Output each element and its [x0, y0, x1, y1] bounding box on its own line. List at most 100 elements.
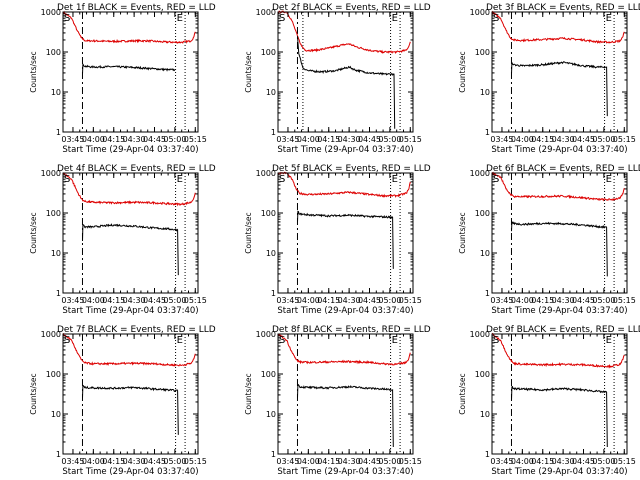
plot-frame [491, 172, 628, 294]
y-axis-label: Counts/sec [458, 373, 467, 414]
events-series-line [297, 383, 394, 448]
time-marker-label: S [493, 174, 499, 185]
events-series-line [511, 385, 608, 448]
x-tick-label: 04:45 [358, 135, 381, 144]
y-tick-label: 1 [56, 450, 61, 459]
y-tick-label: 1 [271, 128, 276, 137]
y-axis-label: Counts/sec [29, 51, 38, 92]
x-axis-label: Start Time (29-Apr-04 03:37:40) [62, 467, 198, 477]
x-tick-label: 04:45 [143, 296, 166, 305]
x-tick-label: 04:15 [102, 135, 125, 144]
x-tick-label: 05:15 [399, 457, 422, 466]
time-marker-label: E [392, 13, 398, 24]
y-tick-label: 1000 [470, 169, 490, 178]
x-tick-label: 04:30 [552, 296, 575, 305]
x-tick-label: 04:00 [82, 457, 105, 466]
x-tick-label: 04:30 [552, 135, 575, 144]
y-tick-label: 1000 [470, 330, 490, 339]
y-axis-label: Counts/sec [458, 51, 467, 92]
detector-panel-8: Det 8f BLACK = Events, RED = LLD 1 10 100 10… [244, 325, 431, 477]
plot-frame [491, 11, 628, 133]
y-axis-label: Counts/sec [29, 373, 38, 414]
panel-title: Det 6f BLACK = Events, RED = LLD [486, 164, 640, 174]
lld-series-line [491, 171, 625, 202]
y-axis-label: Counts/sec [244, 373, 253, 414]
x-tick-label: 04:00 [82, 135, 105, 144]
y-tick-label: 1 [56, 128, 61, 137]
lld-series-line [491, 332, 625, 369]
x-tick-label: 04:15 [102, 296, 125, 305]
y-tick-label: 1 [485, 128, 490, 137]
x-axis-label: Start Time (29-Apr-04 03:37:40) [62, 145, 198, 155]
plot-frame [62, 333, 199, 455]
time-marker-label: E [177, 335, 183, 346]
plot-frame [62, 172, 199, 294]
plot-frame [62, 11, 199, 133]
x-axis-label: Start Time (29-Apr-04 03:37:40) [277, 145, 413, 155]
x-tick-label: 03:45 [276, 296, 299, 305]
x-tick-label: 04:45 [358, 296, 381, 305]
y-tick-label: 1000 [256, 8, 276, 17]
y-tick-label: 1 [485, 289, 490, 298]
events-series-line [82, 384, 179, 435]
time-marker-label: E [606, 335, 612, 346]
x-tick-label: 05:00 [378, 457, 401, 466]
time-marker-label: S [64, 13, 70, 24]
panel-title: Det 9f BLACK = Events, RED = LLD [486, 325, 640, 335]
y-tick-label: 1000 [41, 330, 61, 339]
plot-frame [491, 333, 628, 455]
y-tick-label: 1 [271, 289, 276, 298]
y-tick-label: 1 [485, 450, 490, 459]
x-tick-label: 04:30 [338, 296, 361, 305]
y-tick-label: 100 [261, 209, 276, 218]
lld-series-line [277, 10, 411, 54]
x-tick-label: 03:45 [276, 135, 299, 144]
events-series-line [82, 63, 176, 75]
events-series-line [511, 220, 608, 277]
time-marker-label: E [606, 13, 612, 24]
x-tick-label: 03:45 [61, 296, 84, 305]
y-axis-label: Counts/sec [244, 51, 253, 92]
x-tick-label: 05:15 [613, 296, 636, 305]
x-tick-label: 04:15 [531, 457, 554, 466]
x-tick-label: 05:15 [184, 135, 207, 144]
x-tick-label: 04:00 [297, 296, 320, 305]
x-tick-label: 04:45 [572, 135, 595, 144]
x-tick-label: 03:45 [490, 296, 513, 305]
x-tick-label: 05:15 [184, 296, 207, 305]
panel-title: Det 4f BLACK = Events, RED = LLD [57, 164, 216, 174]
time-marker-label: E [606, 174, 612, 185]
plot-frame [277, 172, 414, 294]
y-tick-label: 100 [475, 209, 490, 218]
y-tick-label: 100 [261, 48, 276, 57]
x-tick-label: 05:15 [399, 296, 422, 305]
x-tick-label: 04:15 [317, 296, 340, 305]
time-marker-label: S [279, 13, 285, 24]
y-tick-label: 100 [475, 370, 490, 379]
lld-series-line [277, 171, 411, 198]
y-tick-label: 1000 [41, 169, 61, 178]
events-series-line [297, 210, 394, 269]
x-tick-label: 04:45 [358, 457, 381, 466]
time-marker-label: S [64, 174, 70, 185]
events-series-line [82, 223, 179, 276]
x-tick-label: 05:15 [399, 135, 422, 144]
y-tick-label: 10 [480, 410, 490, 419]
x-tick-label: 04:30 [338, 135, 361, 144]
x-tick-label: 05:00 [592, 135, 615, 144]
y-tick-label: 10 [266, 249, 276, 258]
x-tick-label: 05:00 [378, 135, 401, 144]
time-marker-label: S [279, 174, 285, 185]
x-axis-label: Start Time (29-Apr-04 03:37:40) [62, 306, 198, 316]
x-tick-label: 05:00 [163, 296, 186, 305]
y-tick-label: 100 [46, 48, 61, 57]
panel-title: Det 1f BLACK = Events, RED = LLD [57, 3, 216, 13]
y-tick-label: 10 [51, 410, 61, 419]
y-tick-label: 1 [56, 289, 61, 298]
time-marker-label: S [493, 13, 499, 24]
time-marker-label: E [177, 13, 183, 24]
x-tick-label: 05:15 [613, 135, 636, 144]
detector-panel-9: Det 9f BLACK = Events, RED = LLD 1 10 100 10… [458, 325, 640, 477]
x-tick-label: 05:00 [378, 296, 401, 305]
x-tick-label: 03:45 [276, 457, 299, 466]
